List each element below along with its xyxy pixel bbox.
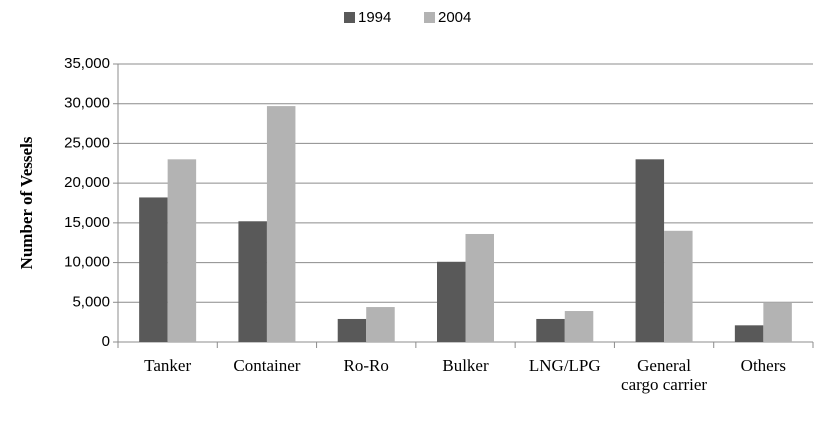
x-tick-label: General cargo carrier [621, 356, 708, 394]
y-tick-label: 30,000 [64, 95, 110, 112]
bar [238, 221, 267, 342]
y-tick-label: 25,000 [64, 134, 110, 151]
y-tick-label: 35,000 [64, 55, 110, 72]
legend-label: 2004 [438, 9, 471, 26]
x-tick-label: LNG/LPG [528, 356, 601, 375]
y-tick-label: 5,000 [72, 293, 110, 310]
legend-swatch [424, 12, 435, 23]
x-tick-label: Bulker [442, 356, 489, 375]
bar [536, 318, 565, 342]
x-tick-label: Ro-Ro [343, 356, 389, 375]
bar [437, 261, 466, 342]
bar [167, 159, 197, 342]
x-tick-label: Container [233, 356, 301, 375]
y-tick-label: 20,000 [64, 174, 110, 191]
bar [734, 325, 764, 342]
y-tick-label: 15,000 [64, 214, 110, 231]
bar [564, 311, 594, 342]
bar [763, 302, 792, 342]
legend-swatch [344, 12, 355, 23]
bar [664, 230, 693, 342]
bar [635, 159, 665, 342]
x-tick-label: Others [740, 356, 786, 375]
x-tick-label: Tanker [144, 356, 192, 375]
bar [139, 197, 168, 342]
legend-label: 1994 [358, 9, 391, 26]
bar [465, 233, 494, 342]
bar [337, 318, 367, 342]
bar [366, 307, 395, 342]
y-tick-label: 10,000 [64, 254, 110, 271]
y-tick-label: 0 [102, 333, 110, 350]
y-axis-title: Number of Vessels [17, 136, 36, 269]
bar [266, 106, 296, 343]
